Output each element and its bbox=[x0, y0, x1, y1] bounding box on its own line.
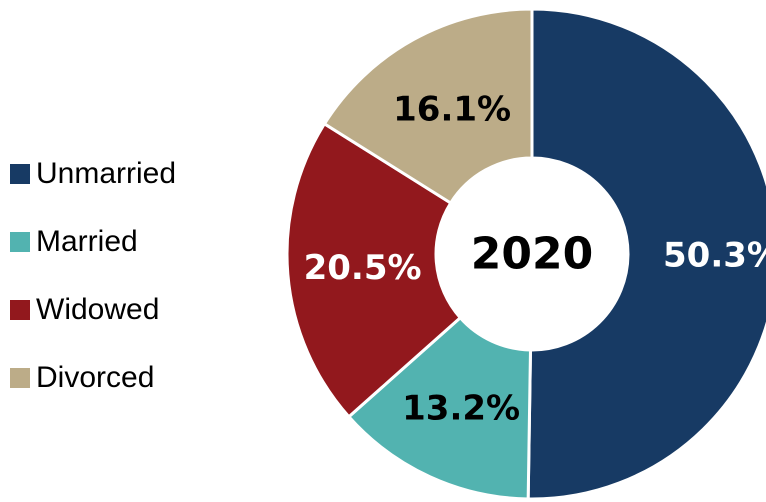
legend-item-married: Married bbox=[10, 208, 176, 276]
chart-legend: Unmarried Married Widowed Divorced bbox=[10, 140, 176, 412]
data-label-married: 13.2% bbox=[402, 389, 520, 429]
slice-unmarried bbox=[526, 7, 766, 501]
legend-item-divorced: Divorced bbox=[10, 344, 176, 412]
slice-divorced bbox=[322, 7, 534, 206]
slice-married bbox=[346, 315, 533, 501]
legend-swatch bbox=[10, 232, 30, 252]
legend-item-unmarried: Unmarried bbox=[10, 140, 176, 208]
slice-widowed bbox=[285, 121, 463, 419]
data-label-widowed: 20.5% bbox=[304, 248, 422, 288]
legend-swatch bbox=[10, 368, 30, 388]
data-label-divorced: 16.1% bbox=[393, 90, 511, 130]
legend-label: Divorced bbox=[36, 361, 155, 394]
data-label-unmarried: 50.3% bbox=[663, 235, 766, 275]
legend-swatch bbox=[10, 164, 30, 184]
legend-item-widowed: Widowed bbox=[10, 276, 176, 344]
legend-label: Married bbox=[36, 225, 138, 258]
center-year-label: 2020 bbox=[471, 229, 593, 280]
legend-label: Widowed bbox=[36, 293, 160, 326]
legend-label: Unmarried bbox=[36, 157, 177, 190]
legend-swatch bbox=[10, 300, 30, 320]
